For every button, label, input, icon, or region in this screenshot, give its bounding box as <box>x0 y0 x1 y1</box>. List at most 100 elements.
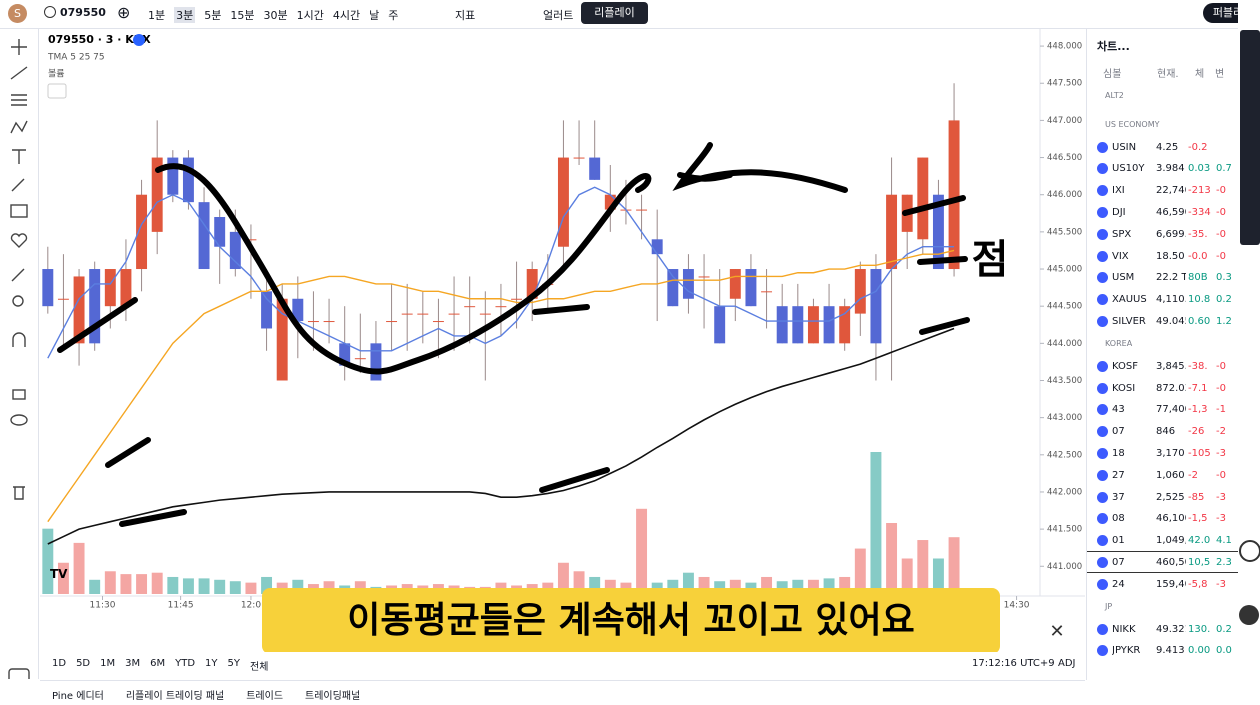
interval-button[interactable]: 5분 <box>204 9 222 22</box>
watchlist-row[interactable]: 07 460,5010,5 2.3 <box>1087 551 1239 574</box>
watchlist-row[interactable]: USIN 4.25 -0.2 <box>1087 137 1239 157</box>
interval-button[interactable]: 1분 <box>148 9 166 22</box>
brush-tool[interactable] <box>11 178 25 192</box>
watchlist-row[interactable]: IXI 22,740-213 -0 <box>1087 181 1239 201</box>
range-button[interactable]: 5D <box>76 658 91 669</box>
section-header[interactable]: US ECONOMY <box>1105 120 1160 129</box>
fib-tool[interactable] <box>11 94 27 106</box>
quote-value: 846 <box>1156 426 1176 438</box>
symbol-icon <box>1097 491 1108 503</box>
watchlist-row[interactable]: 07 846 -26 -2 <box>1087 422 1239 442</box>
comment-tool[interactable] <box>10 204 28 218</box>
caption: 이동평균들은 계속해서 꼬이고 있어요 <box>347 600 915 641</box>
quote-value: 872.03 <box>1156 382 1186 394</box>
tab[interactable]: 트레이딩패널 <box>305 691 361 702</box>
symbol[interactable]: 079550 <box>60 6 106 19</box>
indicators-button[interactable]: 지표 <box>455 9 476 22</box>
collapse-button[interactable] <box>47 83 67 99</box>
y-tick-label: 446.500 <box>1047 153 1082 163</box>
symbol-icon <box>1097 228 1108 240</box>
watchlist-row[interactable]: 01 1,049, 42.0 4.1 <box>1087 531 1239 551</box>
section-header[interactable]: ALT2 <box>1105 91 1124 100</box>
watchlist-row[interactable]: 37 2,525 -85 -3 <box>1087 487 1239 507</box>
range-button[interactable]: 1M <box>100 658 116 669</box>
watchlist-row[interactable]: US10Y 3.984 0.03 0.7 <box>1087 159 1239 179</box>
interval-button[interactable]: 1시간 <box>296 9 324 22</box>
watchlist-row[interactable]: JPYKR 9.413 0.00 0.0 <box>1087 641 1239 661</box>
crosshair-tool[interactable] <box>11 39 27 55</box>
side-icon[interactable] <box>1239 540 1260 562</box>
stroke <box>57 297 138 353</box>
watchlist-row[interactable]: SPX 6,699. -35. -0 <box>1087 224 1239 244</box>
measure-tool[interactable] <box>11 268 25 282</box>
watchlist-row[interactable]: NIKK 49.321130. 0.2 <box>1087 619 1239 639</box>
text-tool[interactable] <box>12 149 26 164</box>
tab[interactable]: 리플레이 트레이딩 패널 <box>125 691 225 702</box>
watch-toggle[interactable] <box>8 668 30 690</box>
watchlist-row[interactable]: KOSF 3,845. -38. -0 <box>1087 356 1239 376</box>
symbol: SPX <box>1112 228 1132 240</box>
watchlist-row[interactable]: DJI 46,590-334 -0 <box>1087 202 1239 222</box>
range-button[interactable]: 5Y <box>227 658 241 669</box>
candle-body <box>714 306 726 344</box>
interval-button[interactable]: 4시간 <box>332 9 361 22</box>
range-button[interactable]: 1Y <box>205 658 218 669</box>
column-header: 체 <box>1195 69 1205 80</box>
range-button[interactable]: YTD <box>175 658 196 669</box>
candle-body <box>370 343 382 381</box>
volume-bar <box>932 558 944 594</box>
search-icon[interactable] <box>44 6 56 18</box>
range-button[interactable]: 전체 <box>250 662 269 673</box>
interval-button[interactable]: 날 <box>369 9 380 22</box>
section-header[interactable]: KOREA <box>1105 339 1133 349</box>
watchlist-row[interactable]: 27 1,060 -2 -0 <box>1087 465 1239 485</box>
tab[interactable]: 트레이드 <box>246 691 284 702</box>
range-button[interactable]: 1D <box>52 658 67 669</box>
watchlist-row[interactable]: 43 77,400-1,3 -1 <box>1087 400 1239 420</box>
replay-button[interactable]: 리플레이 <box>581 2 648 24</box>
add-symbol[interactable]: ⊕ <box>117 3 131 22</box>
lock-tool[interactable] <box>12 389 26 400</box>
close-button[interactable]: ✕ <box>1049 621 1064 642</box>
watchlist-row[interactable]: SILVER 49.0450.60 1.2 <box>1087 311 1239 331</box>
side-icon[interactable] <box>1239 605 1259 625</box>
watchlist-title[interactable]: 차트... <box>1097 40 1130 53</box>
range-button[interactable]: 3M <box>125 658 141 669</box>
pattern-tool[interactable] <box>10 120 28 134</box>
watchlist-row[interactable]: XAUUS 4,110. 10.8 0.2 <box>1087 290 1239 310</box>
watchlist-row[interactable]: KOSI 872.03-7.1 -0 <box>1087 378 1239 398</box>
watchlist-row[interactable]: 18 3,170 -105 -3 <box>1087 443 1239 463</box>
visibility-tool[interactable] <box>10 414 28 426</box>
section-header[interactable]: JP <box>1105 602 1113 611</box>
favorite-tool[interactable] <box>10 233 28 248</box>
alert-button[interactable]: 얼러트 <box>543 9 574 22</box>
candle-body <box>651 239 663 255</box>
drawing-palette[interactable] <box>1240 30 1260 245</box>
quote-value: -35. <box>1188 228 1208 240</box>
y-tick-label: 441.000 <box>1047 562 1082 572</box>
watchlist-row[interactable]: USM 22.2 T 80B 0.3 <box>1087 268 1239 288</box>
interval-button[interactable]: 주 <box>388 9 399 22</box>
avatar[interactable]: S <box>8 4 27 23</box>
delete-tool[interactable] <box>13 486 25 500</box>
quote-value: 4.25 <box>1156 141 1179 153</box>
watchlist-row[interactable]: 24 159,40-5,8 -3 <box>1087 574 1239 594</box>
zoom-tool[interactable] <box>12 295 24 307</box>
quote-value: 22.2 T <box>1156 272 1186 284</box>
interval-button[interactable]: 30분 <box>263 9 288 22</box>
interval-button[interactable]: 15분 <box>230 9 255 22</box>
tab[interactable]: Pine 에디터 <box>52 691 104 702</box>
symbol: XAUUS <box>1112 294 1147 306</box>
watchlist-row[interactable]: 08 46,100-1,5 -3 <box>1087 509 1239 529</box>
watchlist-row[interactable]: VIX 18.50 -0.0 -0 <box>1087 246 1239 266</box>
y-tick-label: 443.500 <box>1047 376 1082 386</box>
moving-average-line <box>47 327 955 545</box>
trend-line-tool[interactable] <box>10 66 28 80</box>
adj-toggle[interactable]: ADJ <box>1058 658 1076 669</box>
range-button[interactable]: 6M <box>150 658 166 669</box>
interval-button[interactable]: 3분 <box>174 7 196 23</box>
magnet-tool[interactable] <box>12 332 26 347</box>
candle-body <box>104 269 116 307</box>
candle-body <box>464 306 476 308</box>
